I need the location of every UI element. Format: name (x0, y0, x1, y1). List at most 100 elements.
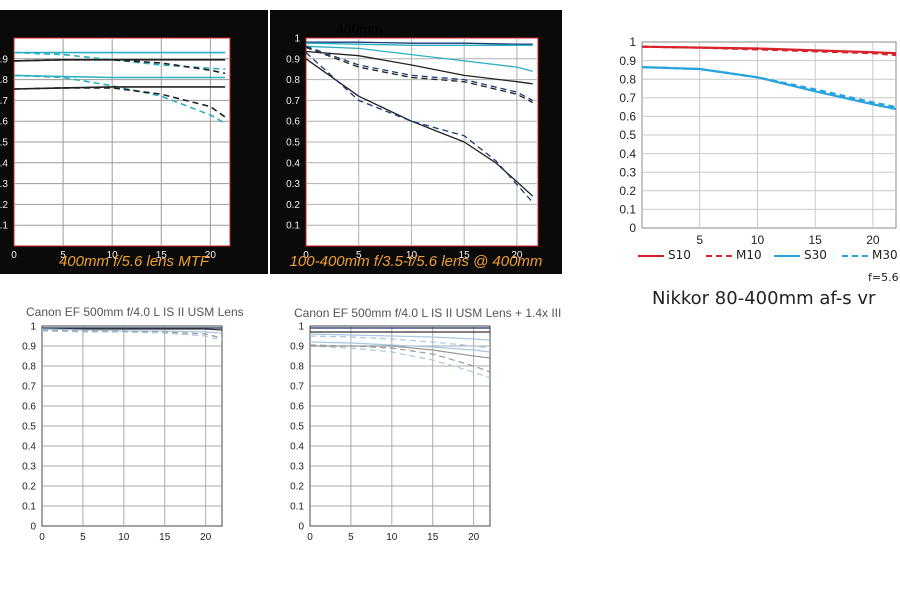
y-tick-label: 0.8 (619, 72, 636, 86)
x-tick-label: 5 (348, 532, 354, 543)
y-tick-label: 0.1 (290, 502, 304, 513)
series-line-1 (13, 51, 226, 70)
series-line-4 (305, 46, 534, 104)
y-tick-label: 1 (629, 35, 636, 49)
y-tick-label: 0.5 (619, 128, 636, 142)
legend-swatch-m30 (842, 255, 868, 257)
x-tick-label: 10 (751, 233, 765, 247)
y-tick-label: 0 (298, 522, 304, 533)
chart-400mm-plot: .1 .2 .3 .4 .5 .6 .7 .8 .9 0 5 10 15 20 (0, 20, 268, 261)
series-line-2 (309, 333, 491, 341)
chart-0-side-band (230, 20, 268, 250)
y-tick-label: 0.5 (22, 422, 36, 433)
chart-canon-500-ext-panel: Canon EF 500mm f/4.0 L IS II USM Lens + … (270, 300, 570, 550)
legend-label-s10: S10 (668, 248, 691, 262)
x-tick-label: 10 (386, 532, 398, 543)
chart-nikkor-title: Nikkor 80-400mm af-s vr (652, 288, 876, 309)
x-tick-label: 10 (406, 250, 418, 261)
y-tick-label: .9 (0, 54, 8, 65)
chart-nikkor-panel: 0 0.1 0.2 0.3 0.4 0.5 0.6 0.7 0.8 0.9 1 5 10 15 20 S10… (600, 30, 900, 320)
chart-canon-500-plot: 00.10.20.30.40.50.60.70.80.910 5 10 15 20 (22, 322, 223, 543)
y-tick-label: 0.7 (619, 91, 636, 105)
chart-100-400mm-panel: 0.1 0.2 0.3 0.4 0.5 0.6 0.7 0.8 0.9 1 0 5 10 15 20 400… (270, 10, 562, 274)
series-line-m30 (641, 66, 897, 109)
series-line-2 (305, 45, 533, 72)
chart-400mm-panel: .1 .2 .3 .4 .5 .6 .7 .8 .9 0 5 10 15 20 400mm f/5.6 l… (0, 10, 268, 274)
legend-label-s30: S30 (804, 248, 827, 262)
y-tick-label: .5 (0, 138, 8, 149)
chart-400mm-caption: 400mm f/5.6 lens MTF (58, 253, 210, 270)
x-tick-label: 5 (356, 250, 362, 261)
y-tick-label: 0.3 (619, 165, 636, 179)
x-tick-label: 20 (866, 233, 880, 247)
y-tick-label: .8 (0, 75, 8, 86)
chart-nikkor-aperture-note: f=5.6 (868, 271, 899, 284)
y-tick-label: 0.9 (290, 342, 304, 353)
series-line-4 (13, 74, 226, 79)
x-tick-label: 20 (468, 532, 480, 543)
series-line-6 (309, 345, 491, 379)
x-tick-label: 15 (459, 250, 471, 261)
series-line-7 (13, 87, 226, 118)
y-tick-label: 0.1 (286, 221, 300, 232)
x-tick-label: 15 (427, 532, 439, 543)
y-tick-label: .1 (0, 221, 8, 232)
x-tick-label: 5 (60, 250, 66, 261)
y-tick-label: .2 (0, 200, 8, 211)
y-tick-label: 0.9 (286, 54, 300, 65)
y-tick-label: 0.4 (290, 442, 304, 453)
y-tick-label: 0 (629, 221, 636, 235)
y-tick-label: 1 (294, 34, 300, 45)
y-tick-label: 0.9 (22, 342, 36, 353)
y-tick-label: 0.6 (619, 110, 636, 124)
y-tick-label: 0.9 (619, 54, 636, 68)
x-tick-label: 0 (307, 532, 313, 543)
y-tick-label: 0.5 (290, 422, 304, 433)
chart-nikkor-plot: 00.10.20.30.40.50.60.70.80.915 10 15 20 (619, 35, 897, 247)
y-tick-label: 0.6 (286, 117, 300, 128)
y-tick-label: 0.6 (290, 402, 304, 413)
y-tick-label: 0.7 (22, 382, 36, 393)
y-tick-label: 0.3 (290, 462, 304, 473)
legend-swatch-m10 (706, 255, 732, 257)
x-tick-label: 5 (80, 532, 86, 543)
y-tick-label: 0.8 (22, 362, 36, 373)
y-tick-label: 0.8 (290, 362, 304, 373)
x-tick-label: 20 (200, 532, 212, 543)
x-tick-label: 0 (303, 250, 309, 261)
y-tick-label: .3 (0, 179, 8, 190)
x-tick-label: 0 (11, 250, 17, 261)
y-tick-label: 0.4 (286, 158, 300, 169)
x-tick-label: 15 (159, 532, 171, 543)
legend-label-m10: M10 (736, 248, 762, 262)
series-line-3 (41, 329, 223, 339)
series-line-1 (42, 328, 223, 331)
series-line-4 (309, 341, 491, 353)
y-tick-label: .6 (0, 117, 8, 128)
series-line-3 (305, 50, 533, 85)
x-tick-label: 10 (107, 250, 119, 261)
series-line-1 (305, 42, 533, 46)
y-tick-label: 0.5 (286, 138, 300, 149)
y-tick-label: 0.2 (619, 184, 636, 198)
y-tick-label: 0.2 (290, 482, 304, 493)
y-tick-label: .7 (0, 96, 8, 107)
legend-swatch-s30 (774, 255, 800, 257)
chart-100-400mm-plot: 0.10.20.30.40.50.60.70.80.910 5 10 15 20 (286, 34, 539, 261)
y-tick-label: 0.6 (22, 402, 36, 413)
chart-100-400mm-caption: 100-400mm f/3.5-f/5.6 lens @ 400mm (289, 253, 543, 270)
legend-label-m30: M30 (872, 248, 898, 262)
series-line-7 (310, 345, 491, 359)
x-tick-label: 20 (511, 250, 523, 261)
x-tick-label: 0 (39, 532, 45, 543)
series-line-m10 (641, 45, 897, 57)
y-tick-label: 0.3 (286, 179, 300, 190)
y-tick-label: 0.7 (290, 382, 304, 393)
y-tick-label: .4 (0, 158, 8, 169)
series-line-7 (305, 52, 534, 203)
chart-100-400mm-inner-title: 400mm (336, 21, 383, 37)
y-tick-label: 0.2 (286, 200, 300, 211)
y-tick-label: 0.4 (619, 147, 636, 161)
y-tick-label: 1 (298, 322, 304, 333)
